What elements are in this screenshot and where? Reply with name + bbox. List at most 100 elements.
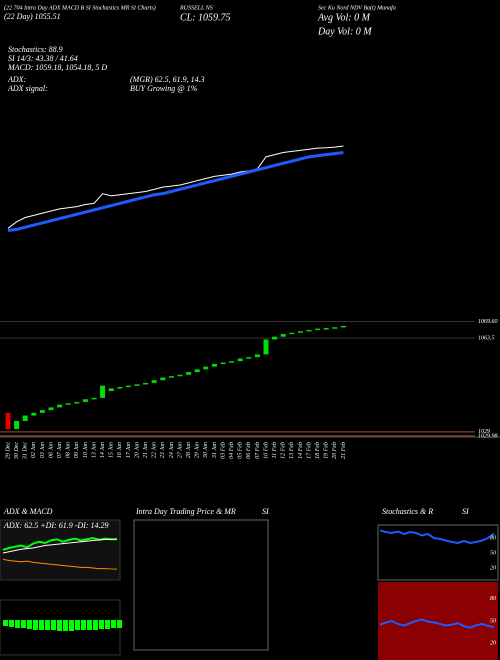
date-label: 17 Jan (126, 442, 132, 458)
macd-bar (9, 620, 14, 627)
candle (65, 403, 71, 405)
macd-bar (75, 620, 80, 630)
candle (315, 328, 321, 331)
stoch-tick: 80 (490, 535, 496, 541)
date-label: 15 Jan (109, 442, 115, 458)
date-label: 02 Jan (31, 442, 37, 458)
candle (263, 339, 269, 355)
price-label: 1029.98 (478, 433, 498, 439)
candle (22, 415, 28, 421)
date-label: 27 Jan (177, 442, 183, 458)
candle (168, 376, 174, 378)
candle (272, 336, 278, 340)
date-label: 21 Feb (341, 442, 347, 459)
candle (117, 387, 123, 389)
candle (14, 420, 20, 430)
date-label: 06 Feb (246, 442, 252, 459)
stoch-si: SI (462, 507, 469, 516)
candle (203, 366, 209, 370)
adx-signal: ADX signal: (7, 84, 48, 93)
macd-bar (57, 620, 62, 631)
date-label: 20 Feb (332, 442, 338, 459)
date-label: 09 Jan (74, 442, 80, 458)
date-label: 23 Jan (160, 442, 166, 458)
adx-label: ADX: (7, 75, 27, 84)
date-label: 21 Jan (143, 442, 149, 458)
date-label: 13 Jan (91, 442, 97, 458)
date-label: 10 Feb (263, 442, 269, 459)
candle (74, 401, 80, 404)
candle (143, 382, 149, 385)
candle (211, 363, 217, 367)
header-small: (22 704 Intra Day ADX MACD B SI Stochast… (4, 4, 156, 11)
stoch-tick: 50 (490, 550, 496, 556)
candle (91, 397, 97, 400)
candle (340, 325, 346, 328)
date-label: 29 Dec (5, 442, 11, 459)
rsi-line (379, 618, 495, 629)
date-label: 03 Jan (40, 442, 46, 458)
date-label: 03 Feb (220, 442, 226, 459)
stoch-panel (377, 524, 499, 581)
macd-bar (69, 620, 74, 631)
date-label: 30 Jan (203, 442, 209, 459)
macd-bar (15, 620, 20, 628)
header-left: (22 Day) 1055.51 (4, 12, 61, 21)
header-center: RUSSELL NS (179, 5, 213, 11)
date-label: 14 Feb (297, 442, 304, 459)
rsi-tick: 50 (490, 618, 496, 624)
date-label: 20 Jan (134, 442, 140, 458)
intraday-title: Intra Day Trading Price & MR (135, 507, 236, 516)
ma-line (7, 151, 344, 232)
macd-bar (105, 620, 110, 629)
price-label: 1069.60 (478, 319, 498, 325)
indicator: SI 14/3: 43.38 / 41.64 (8, 54, 78, 63)
price-label: 1063.5 (478, 335, 495, 341)
macd-bar (27, 620, 32, 629)
indicator: MACD: 1059.18, 1054.18, 5 D (7, 63, 107, 72)
date-label: 31 Jan (212, 442, 218, 459)
date-label: 30 Dec (14, 442, 20, 460)
macd-bar (99, 620, 104, 629)
stoch-tick: 20 (490, 565, 496, 571)
date-label: 22 Jan (152, 442, 158, 458)
price-line (7, 145, 344, 229)
adx-signal-value: BUY Growing @ 1% (130, 84, 198, 93)
date-label: 10 Jan (83, 442, 89, 458)
macd-bar (45, 620, 50, 630)
macd-bar (3, 620, 8, 626)
candle (125, 385, 131, 388)
macd-bar (87, 620, 92, 630)
macd-bar (111, 620, 116, 628)
candle (332, 327, 338, 329)
macd-bar (51, 620, 56, 630)
candle (31, 412, 37, 416)
candle (134, 384, 140, 386)
candle (280, 334, 286, 337)
candle (297, 331, 303, 333)
candle (306, 329, 312, 332)
date-label: 18 Feb (315, 442, 321, 459)
macd-bar (93, 620, 98, 630)
candle (57, 404, 63, 408)
date-label: 04 Feb (228, 442, 235, 459)
date-label: 08 Jan (66, 442, 72, 458)
date-label: 05 Feb (238, 442, 244, 459)
minus-di-line (2, 558, 118, 570)
date-label: 12 Feb (281, 442, 287, 459)
rsi-tick: 20 (490, 641, 496, 647)
day-vol: Day Vol: 0 M (317, 26, 372, 37)
macd-bar (39, 620, 44, 630)
candle (229, 361, 235, 363)
candle (82, 399, 88, 402)
macd-bar (21, 620, 26, 628)
candle (194, 369, 200, 373)
header-close: CL: 1059.75 (180, 12, 231, 23)
date-label: 24 Jan (168, 442, 175, 458)
candle (254, 354, 260, 358)
date-label: 16 Jan (117, 442, 123, 458)
header-right: Sec Ku Nord NDV Ba(t) Munafa (318, 4, 396, 11)
price-label: 1029 (478, 429, 490, 435)
date-label: 13 Feb (289, 442, 295, 459)
